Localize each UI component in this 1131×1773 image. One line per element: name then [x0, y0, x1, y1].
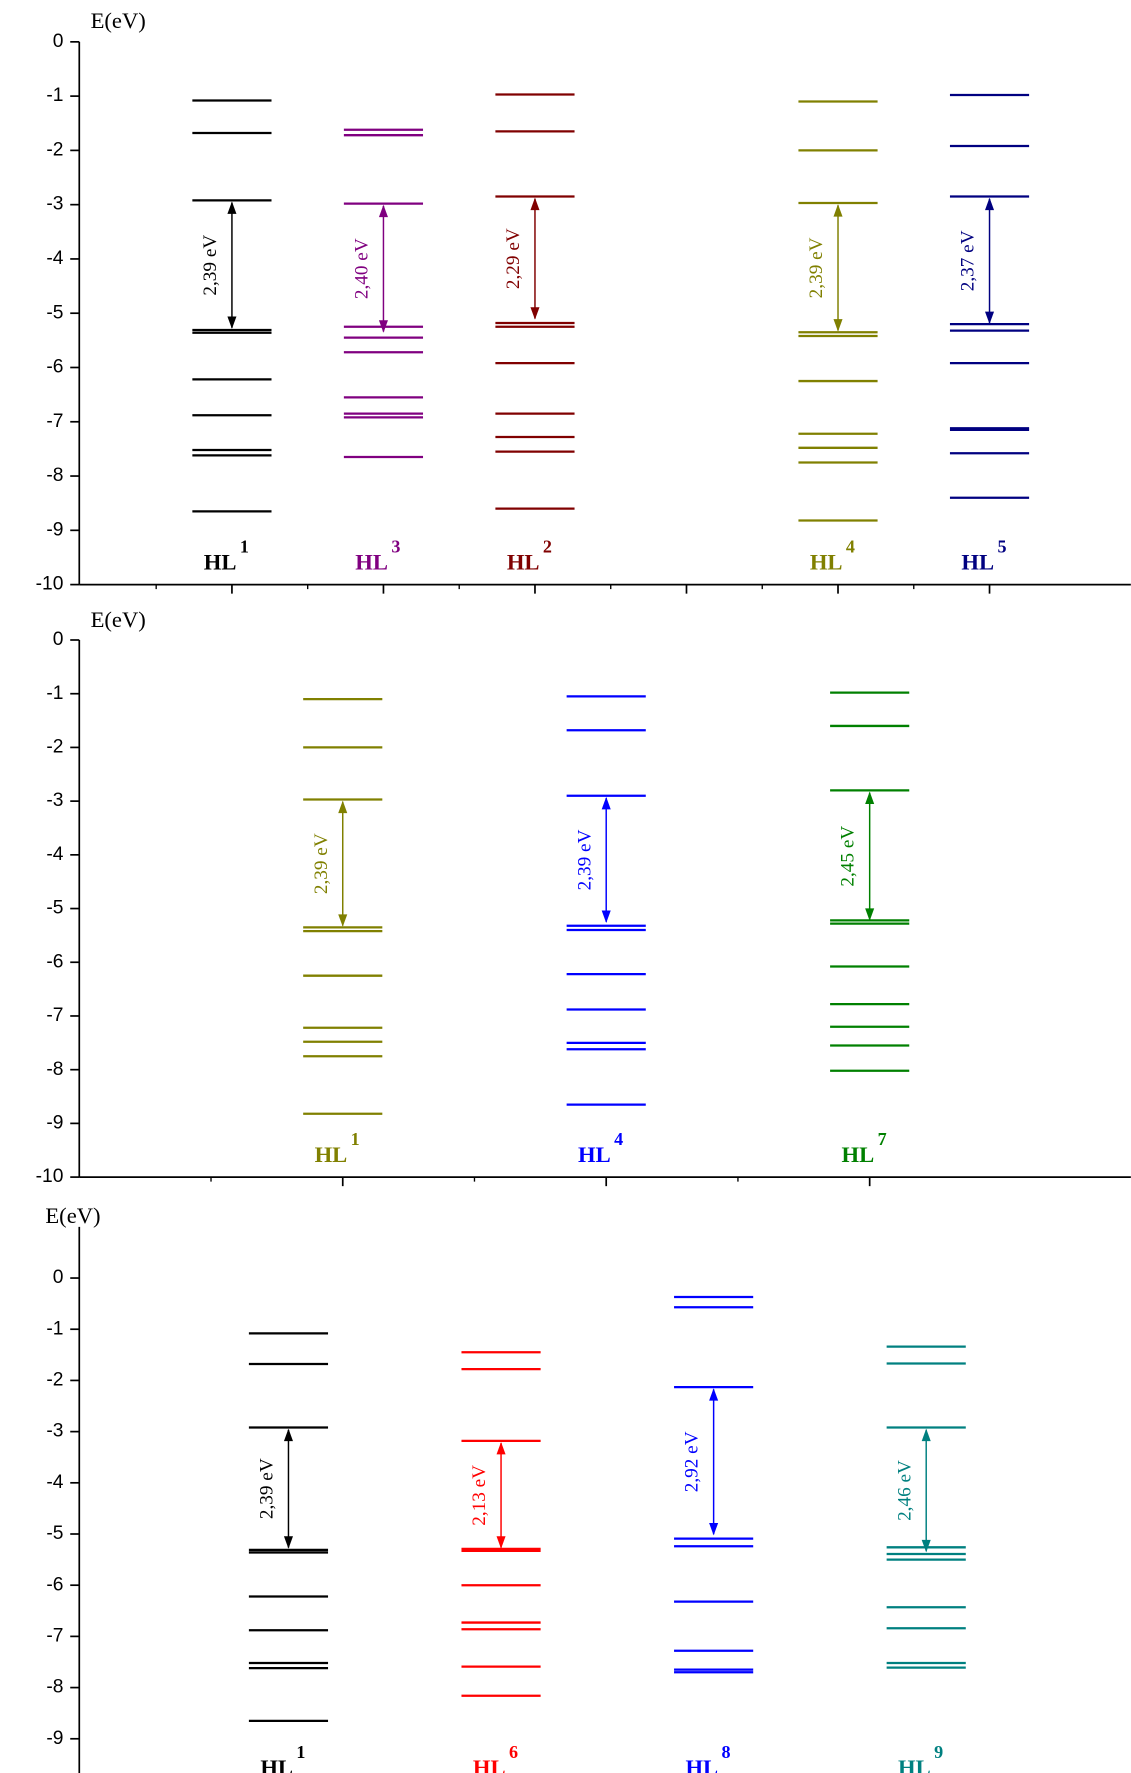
- arrow-head: [378, 204, 388, 218]
- arrow-head: [227, 316, 237, 329]
- arrow-head: [833, 319, 843, 332]
- gap-label: 2,29 eV: [503, 228, 524, 289]
- y-axis-label: E(eV): [91, 8, 146, 33]
- series-label-superscript: 1: [351, 1129, 360, 1149]
- y-tick-label: -3: [46, 1421, 63, 1442]
- y-tick-label: -4: [46, 1472, 63, 1493]
- series-label-superscript: 4: [614, 1129, 623, 1149]
- y-tick-label: -7: [46, 1005, 63, 1026]
- y-tick-label: -1: [46, 683, 63, 704]
- y-tick-label: -5: [46, 302, 63, 323]
- series-label-superscript: 6: [509, 1742, 518, 1762]
- y-tick-label: -4: [46, 248, 63, 269]
- y-tick-label: -1: [46, 1318, 63, 1339]
- series-label-superscript: 1: [240, 537, 249, 557]
- y-tick-label: -10: [36, 574, 64, 595]
- series-label: HL: [961, 549, 994, 574]
- series-label: HL: [315, 1142, 348, 1167]
- y-tick-label: 0: [53, 31, 64, 52]
- arrow-head: [921, 1428, 931, 1442]
- y-tick-label: -8: [46, 1059, 63, 1080]
- arrow-head: [530, 307, 540, 320]
- y-axis-label: E(eV): [91, 607, 146, 632]
- arrow-head: [378, 320, 388, 333]
- series-label-superscript: 1: [296, 1742, 305, 1762]
- y-tick-label: -2: [46, 736, 63, 757]
- arrow-head: [227, 201, 237, 214]
- arrow-head: [338, 800, 348, 814]
- series-label-superscript: 5: [997, 537, 1006, 557]
- series-label-superscript: 9: [934, 1742, 943, 1762]
- gap-label: 2,39 eV: [257, 1458, 278, 1519]
- y-tick-label: -9: [46, 519, 63, 540]
- arrow-head: [985, 197, 995, 211]
- y-tick-label: -1: [46, 85, 63, 106]
- y-tick-label: -6: [46, 357, 63, 378]
- y-tick-label: -3: [46, 790, 63, 811]
- series-label-superscript: 4: [846, 537, 855, 557]
- arrow-head: [283, 1536, 293, 1549]
- series-label-superscript: 2: [543, 537, 552, 557]
- y-tick-label: -9: [46, 1112, 63, 1133]
- y-tick-label: -7: [46, 411, 63, 432]
- series-label: HL: [578, 1142, 611, 1167]
- series-label-superscript: 7: [878, 1129, 887, 1149]
- y-tick-label: -7: [46, 1625, 63, 1646]
- y-tick-label: -3: [46, 194, 63, 215]
- arrow-head: [921, 1539, 931, 1553]
- gap-label: 2,39 eV: [806, 237, 827, 298]
- y-tick-label: -2: [46, 139, 63, 160]
- y-tick-label: -8: [46, 1677, 63, 1698]
- y-tick-label: -10: [36, 1166, 64, 1187]
- y-tick-label: 0: [53, 1267, 64, 1288]
- series-label: HL: [260, 1755, 293, 1773]
- arrow-head: [985, 311, 995, 325]
- gap-label: 2,45 eV: [838, 826, 859, 887]
- series-label: HL: [355, 549, 388, 574]
- y-tick-label: -4: [46, 844, 63, 865]
- series-label: HL: [898, 1755, 931, 1773]
- gap-label: 2,46 eV: [894, 1460, 915, 1521]
- arrow-head: [601, 910, 611, 923]
- arrow-head: [709, 1522, 719, 1536]
- y-tick-label: -5: [46, 898, 63, 919]
- series-label: HL: [204, 549, 237, 574]
- arrow-head: [709, 1388, 719, 1401]
- y-axis-label: E(eV): [45, 1203, 100, 1228]
- series-label: HL: [810, 549, 843, 574]
- gap-label: 2,37 eV: [958, 230, 979, 291]
- gap-label: 2,13 eV: [469, 1465, 490, 1526]
- series-label-superscript: 3: [391, 537, 400, 557]
- arrow-head: [865, 908, 875, 921]
- y-tick-label: -6: [46, 951, 63, 972]
- arrow-head: [530, 197, 540, 211]
- y-tick-label: -9: [46, 1728, 63, 1749]
- arrow-head: [496, 1441, 506, 1455]
- y-tick-label: 0: [53, 629, 64, 650]
- arrow-head: [833, 204, 843, 217]
- arrow-head: [338, 914, 348, 927]
- gap-label: 2,39 eV: [574, 829, 595, 890]
- series-label-superscript: 8: [722, 1742, 731, 1762]
- series-label: HL: [507, 549, 540, 574]
- arrow-head: [283, 1428, 293, 1442]
- gap-label: 2,39 eV: [311, 833, 332, 894]
- gap-label: 2,92 eV: [682, 1431, 703, 1492]
- y-tick-label: -6: [46, 1574, 63, 1595]
- gap-label: 2,39 eV: [200, 235, 221, 296]
- arrow-head: [865, 791, 875, 804]
- y-tick-label: -2: [46, 1370, 63, 1391]
- series-label: HL: [685, 1755, 718, 1773]
- y-tick-label: -8: [46, 465, 63, 486]
- y-tick-label: -5: [46, 1523, 63, 1544]
- series-label: HL: [842, 1142, 875, 1167]
- arrow-head: [601, 796, 611, 810]
- series-label: HL: [473, 1755, 506, 1773]
- arrow-head: [496, 1536, 506, 1549]
- gap-label: 2,40 eV: [352, 238, 373, 299]
